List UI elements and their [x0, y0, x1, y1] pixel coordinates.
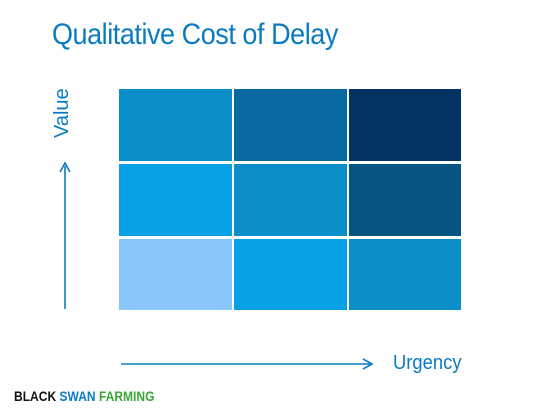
- brand-word-farming: FARMING: [98, 388, 155, 404]
- x-axis-arrow: [121, 358, 374, 370]
- cell-value-high-urgency-high: [349, 89, 461, 161]
- brand-logo: BLACK SWAN FARMING: [14, 388, 154, 404]
- cost-of-delay-matrix: [119, 89, 461, 310]
- cell-value-low-urgency-medium: [234, 239, 347, 310]
- brand-word-swan: SWAN: [59, 388, 96, 404]
- y-axis-label: Value: [51, 88, 73, 138]
- cell-value-high-urgency-medium: [234, 89, 347, 161]
- cell-value-medium-urgency-medium: [234, 164, 347, 236]
- y-axis-arrow: [59, 161, 71, 309]
- x-axis-label: Urgency: [393, 352, 462, 374]
- page-title: Qualitative Cost of Delay: [52, 18, 338, 51]
- cell-value-low-urgency-low: [119, 239, 232, 310]
- cell-value-high-urgency-low: [119, 89, 232, 161]
- cell-value-medium-urgency-high: [349, 164, 461, 236]
- cell-value-medium-urgency-low: [119, 164, 232, 236]
- cell-value-low-urgency-high: [349, 239, 461, 310]
- brand-word-black: BLACK: [14, 388, 57, 404]
